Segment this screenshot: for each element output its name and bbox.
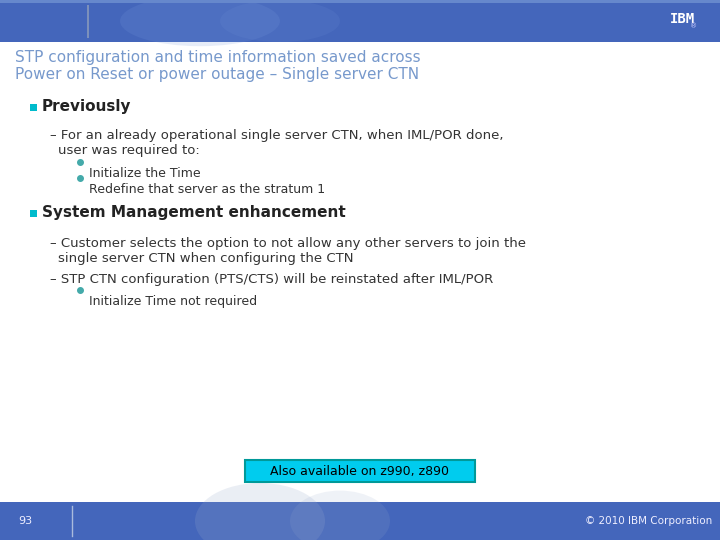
Bar [0, 0, 720, 3]
Text: Initialize the Time: Initialize the Time [89, 167, 201, 180]
Text: STP configuration and time information saved across: STP configuration and time information s… [15, 50, 420, 65]
Ellipse shape [120, 0, 280, 46]
Text: – Customer selects the option to not allow any other servers to join the: – Customer selects the option to not all… [50, 237, 526, 250]
Text: – For an already operational single server CTN, when IML/POR done,: – For an already operational single serv… [50, 129, 503, 142]
Text: System Management enhancement: System Management enhancement [42, 205, 346, 219]
Text: ®: ® [690, 23, 697, 29]
Text: Redefine that server as the stratum 1: Redefine that server as the stratum 1 [89, 183, 325, 196]
Bar [0, 502, 720, 540]
Text: 93: 93 [18, 516, 32, 526]
Bar [0, 0, 720, 42]
Bar [30, 210, 37, 217]
Text: – STP CTN configuration (PTS/CTS) will be reinstated after IML/POR: – STP CTN configuration (PTS/CTS) will b… [50, 273, 493, 286]
Ellipse shape [290, 491, 390, 540]
Ellipse shape [195, 483, 325, 540]
Text: Power on Reset or power outage – Single server CTN: Power on Reset or power outage – Single … [15, 67, 419, 82]
Text: Previously: Previously [42, 98, 132, 113]
Bar [30, 104, 37, 111]
Text: Initialize Time not required: Initialize Time not required [89, 295, 257, 308]
Text: © 2010 IBM Corporation: © 2010 IBM Corporation [585, 516, 712, 526]
Bar [245, 460, 475, 482]
Text: Also available on z990, z890: Also available on z990, z890 [271, 464, 449, 477]
Text: single server CTN when configuring the CTN: single server CTN when configuring the C… [58, 252, 354, 265]
Text: IBM: IBM [670, 12, 695, 26]
Text: user was required to:: user was required to: [58, 144, 199, 157]
Ellipse shape [220, 0, 340, 42]
